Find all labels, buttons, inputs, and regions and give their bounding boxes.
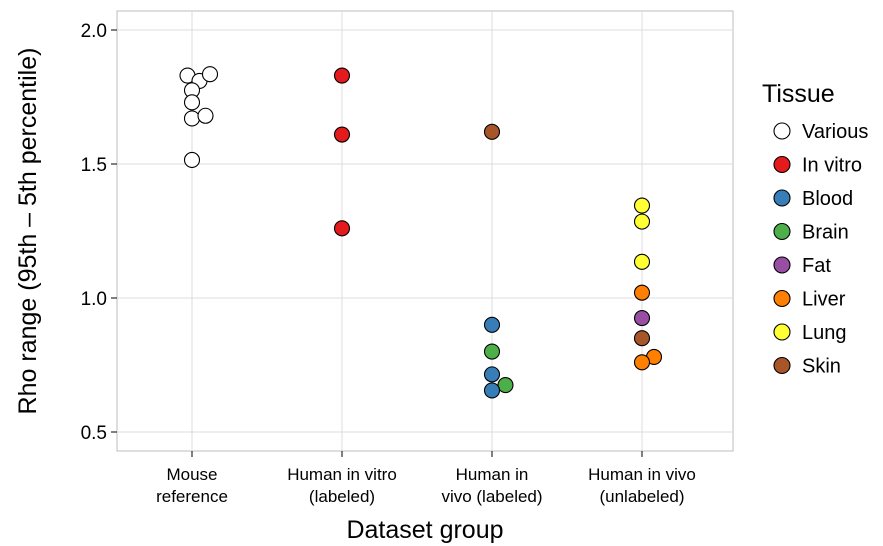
data-point [633, 213, 651, 230]
y-tick-label: 0.5 [81, 423, 107, 444]
legend-label: Fat [802, 255, 831, 277]
legend-label: Brain [802, 222, 849, 244]
legend-label: Various [802, 121, 868, 143]
data-point [633, 354, 651, 371]
data-point [497, 377, 514, 394]
legend-label: In vitro [802, 155, 862, 177]
data-point [183, 94, 201, 111]
legend-marker [773, 289, 791, 308]
x-tick-label: Human in vitro (labeled) [287, 465, 397, 506]
legend-marker [773, 155, 791, 174]
y-axis-ticks: 0.5 1.0 1.5 2.0 [81, 21, 117, 444]
x-axis-label: Dataset group [346, 516, 503, 544]
y-tick-label: 1.0 [81, 289, 107, 310]
data-point [633, 253, 651, 270]
points [179, 66, 663, 399]
legend-marker [773, 256, 791, 274]
data-point [483, 366, 501, 383]
legend-marker [773, 189, 791, 207]
legend-marker [773, 323, 791, 341]
data-point [333, 126, 351, 143]
data-point [483, 123, 501, 140]
data-point [333, 220, 351, 237]
data-point [633, 284, 651, 301]
legend-marker [773, 356, 791, 375]
data-point [197, 107, 214, 124]
plot-panel [116, 10, 734, 452]
legend-marker [773, 222, 791, 241]
data-point [633, 310, 651, 327]
data-point [183, 110, 201, 127]
x-tick-label: Human in vivo (labeled) [441, 465, 542, 506]
data-point [483, 316, 501, 333]
data-point [183, 151, 201, 169]
data-point [483, 343, 501, 360]
x-axis-ticks: Mouse reference Human in vitro (labeled) Hum… [156, 451, 696, 506]
x-tick-label: Mouse reference [156, 465, 228, 506]
legend-title: Tissue [762, 80, 835, 108]
y-tick-label: 1.5 [81, 155, 107, 176]
legend-marker [773, 122, 791, 140]
legend-label: Liver [802, 289, 846, 311]
data-point [333, 67, 351, 84]
x-tick-label: Human in vivo (unlabeled) [588, 465, 696, 506]
data-point [201, 66, 219, 83]
legend: Various In vitro Blood Brain Fat Liver Lung Ski… [773, 121, 868, 378]
data-point [633, 197, 651, 214]
data-point [633, 330, 651, 347]
data-point [483, 382, 501, 399]
legend-label: Lung [802, 322, 847, 344]
legend-label: Skin [802, 356, 841, 378]
y-axis-label: Rho range (95th – 5th percentile) [14, 48, 42, 415]
y-tick-label: 2.0 [81, 21, 107, 42]
legend-label: Blood [802, 188, 853, 210]
